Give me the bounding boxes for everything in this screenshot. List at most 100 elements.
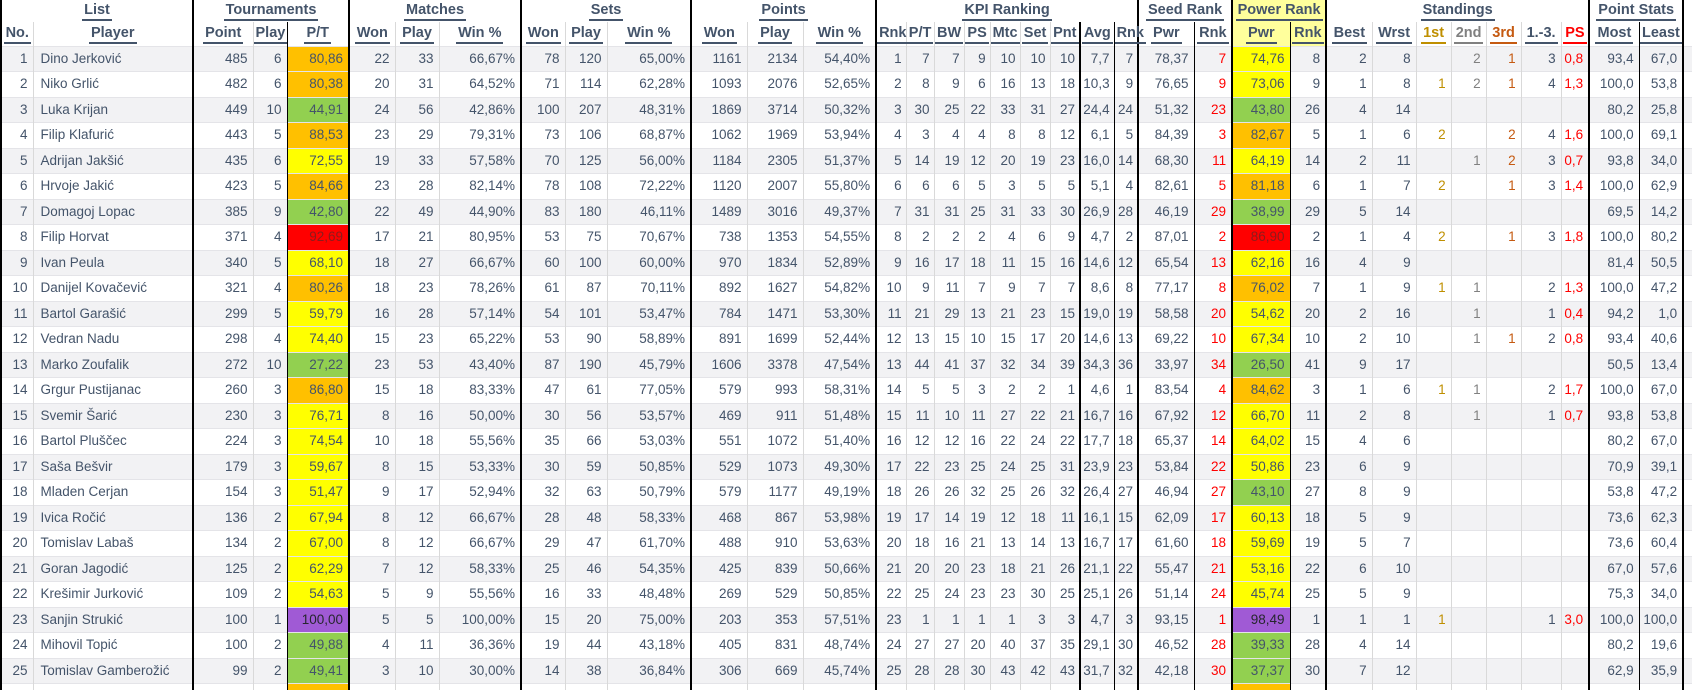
- cell-st-13[interactable]: [1520, 504, 1562, 531]
- cell-k-rnk[interactable]: 16: [875, 428, 907, 454]
- cell-k-bw[interactable]: 14: [933, 504, 965, 531]
- cell-k-bw[interactable]: 23: [933, 453, 965, 480]
- cell-t-play[interactable]: 4: [252, 275, 287, 301]
- cell-power-pwr[interactable]: 86,90: [1231, 224, 1291, 250]
- cell-ps-most[interactable]: 100,0: [1588, 71, 1640, 97]
- cell-k-mtc[interactable]: 20: [989, 147, 1021, 174]
- cell-p-win[interactable]: 58,03%: [802, 683, 877, 690]
- cell-ps-least[interactable]: 60,4: [1638, 530, 1684, 556]
- cell-k-rnk[interactable]: 14: [875, 377, 907, 403]
- cell-k-rnk2[interactable]: 9: [1113, 71, 1139, 97]
- cell-st-wrst[interactable]: 17: [1371, 351, 1417, 378]
- cell-k-set[interactable]: 7: [1019, 275, 1051, 301]
- cell-power-pwr[interactable]: 66,70: [1231, 402, 1291, 429]
- cell-s-play[interactable]: 125: [564, 147, 608, 174]
- cell-k-pnt[interactable]: 7: [1049, 275, 1081, 301]
- cell-m-win[interactable]: 50,00%: [438, 402, 522, 429]
- cell-k-mtc[interactable]: 12: [989, 504, 1021, 531]
- cell-t-point[interactable]: 100: [192, 606, 253, 633]
- cell-st-13[interactable]: [1520, 555, 1562, 582]
- cell-k-ps[interactable]: 22: [963, 96, 991, 123]
- cell-player[interactable]: Dino Jerković: [32, 45, 193, 72]
- cell-k-avg[interactable]: 14,6: [1079, 326, 1115, 352]
- cell-no[interactable]: 2: [1, 71, 33, 97]
- cell-st-2nd[interactable]: [1450, 198, 1487, 225]
- cell-power-pwr[interactable]: 64,19: [1231, 147, 1291, 174]
- cell-filler[interactable]: [1682, 402, 1692, 429]
- cell-k-avg[interactable]: 16,7: [1079, 402, 1115, 429]
- cell-k-avg[interactable]: 16,1: [1079, 504, 1115, 531]
- cell-k-pnt[interactable]: 2: [1049, 683, 1081, 690]
- cell-st-1st[interactable]: [1415, 300, 1452, 327]
- cell-st-wrst[interactable]: 10: [1371, 326, 1417, 352]
- cell-seed-rnk[interactable]: 18: [1193, 530, 1233, 556]
- cell-t-play[interactable]: 3: [252, 402, 287, 429]
- cell-st-1st[interactable]: [1415, 683, 1452, 690]
- cell-p-won[interactable]: 891: [690, 326, 748, 352]
- cell-t-play[interactable]: 2: [252, 555, 287, 582]
- cell-player[interactable]: Ivan Peula: [32, 249, 193, 276]
- cell-t-point[interactable]: 136: [192, 504, 253, 531]
- cell-st-best[interactable]: 2: [1325, 45, 1373, 72]
- cell-m-win[interactable]: 80,95%: [438, 224, 522, 250]
- cell-power-rnk[interactable]: 7: [1289, 275, 1327, 301]
- cell-p-play[interactable]: 867: [746, 504, 804, 531]
- cell-m-play[interactable]: 28: [394, 173, 440, 199]
- cell-seed-pwr[interactable]: 33,97: [1137, 351, 1195, 378]
- cell-ps-most[interactable]: 100,0: [1588, 173, 1640, 199]
- cell-m-won[interactable]: 22: [348, 45, 396, 72]
- cell-no[interactable]: 6: [1, 173, 33, 199]
- cell-m-play[interactable]: 49: [394, 198, 440, 225]
- cell-st-best[interactable]: 1: [1325, 173, 1373, 199]
- cell-st-2nd[interactable]: [1450, 632, 1487, 658]
- cell-seed-rnk[interactable]: 6: [1193, 683, 1233, 690]
- cell-p-play[interactable]: 1353: [746, 224, 804, 250]
- cell-k-pnt[interactable]: 35: [1049, 632, 1081, 658]
- cell-st-ps[interactable]: 1,6: [1560, 122, 1590, 148]
- cell-player[interactable]: Grgur Pustijanac: [32, 377, 193, 403]
- cell-filler[interactable]: [1682, 581, 1692, 607]
- cell-s-win[interactable]: 72,22%: [606, 173, 692, 199]
- cell-no[interactable]: 22: [1, 581, 33, 607]
- cell-ps-most[interactable]: 100,0: [1588, 224, 1640, 250]
- cell-m-win[interactable]: 58,33%: [438, 555, 522, 582]
- cell-s-play[interactable]: 100: [564, 249, 608, 276]
- cell-t-point[interactable]: 154: [192, 479, 253, 505]
- cell-player[interactable]: Mladen Cerjan: [32, 479, 193, 505]
- cell-s-won[interactable]: 73: [520, 122, 566, 148]
- cell-p-win[interactable]: 52,89%: [802, 249, 877, 276]
- cell-k-avg[interactable]: 17,7: [1079, 428, 1115, 454]
- cell-k-bw[interactable]: 16: [933, 530, 965, 556]
- cell-st-13[interactable]: 3: [1520, 147, 1562, 174]
- cell-m-win[interactable]: 66,67%: [438, 45, 522, 72]
- cell-power-rnk[interactable]: 4: [1289, 683, 1327, 690]
- cell-m-win[interactable]: 30,00%: [438, 657, 522, 684]
- cell-st-best[interactable]: 5: [1325, 581, 1373, 607]
- cell-st-13[interactable]: [1520, 530, 1562, 556]
- cell-ps-least[interactable]: 1,0: [1638, 300, 1684, 327]
- cell-st-2nd[interactable]: [1450, 249, 1487, 276]
- cell-m-won[interactable]: 8: [348, 504, 396, 531]
- cell-k-rnk2[interactable]: 27: [1113, 479, 1139, 505]
- cell-st-2nd[interactable]: 2: [1450, 45, 1487, 72]
- cell-st-3rd[interactable]: [1485, 479, 1522, 505]
- cell-k-pnt[interactable]: 25: [1049, 581, 1081, 607]
- cell-st-13[interactable]: [1520, 581, 1562, 607]
- cell-st-ps[interactable]: [1560, 249, 1590, 276]
- cell-seed-pwr[interactable]: 58,58: [1137, 300, 1195, 327]
- cell-seed-pwr[interactable]: 55,47: [1137, 555, 1195, 582]
- cell-t-play[interactable]: 4: [252, 326, 287, 352]
- cell-s-play[interactable]: 20: [564, 606, 608, 633]
- cell-k-ps[interactable]: 8: [963, 683, 991, 690]
- cell-seed-pwr[interactable]: 68,30: [1137, 147, 1195, 174]
- cell-t-pt[interactable]: 54,63: [286, 581, 350, 607]
- cell-player[interactable]: Saša Bešvir: [32, 453, 193, 480]
- cell-ps-most[interactable]: 53,8: [1588, 479, 1640, 505]
- cell-power-pwr[interactable]: 74,76: [1231, 45, 1291, 72]
- cell-s-won[interactable]: 25: [520, 555, 566, 582]
- cell-player[interactable]: Mihovil Topić: [32, 632, 193, 658]
- cell-st-ps[interactable]: 0,4: [1560, 300, 1590, 327]
- cell-k-ps[interactable]: 12: [963, 147, 991, 174]
- cell-k-mtc[interactable]: 40: [989, 632, 1021, 658]
- cell-k-bw[interactable]: 2: [933, 224, 965, 250]
